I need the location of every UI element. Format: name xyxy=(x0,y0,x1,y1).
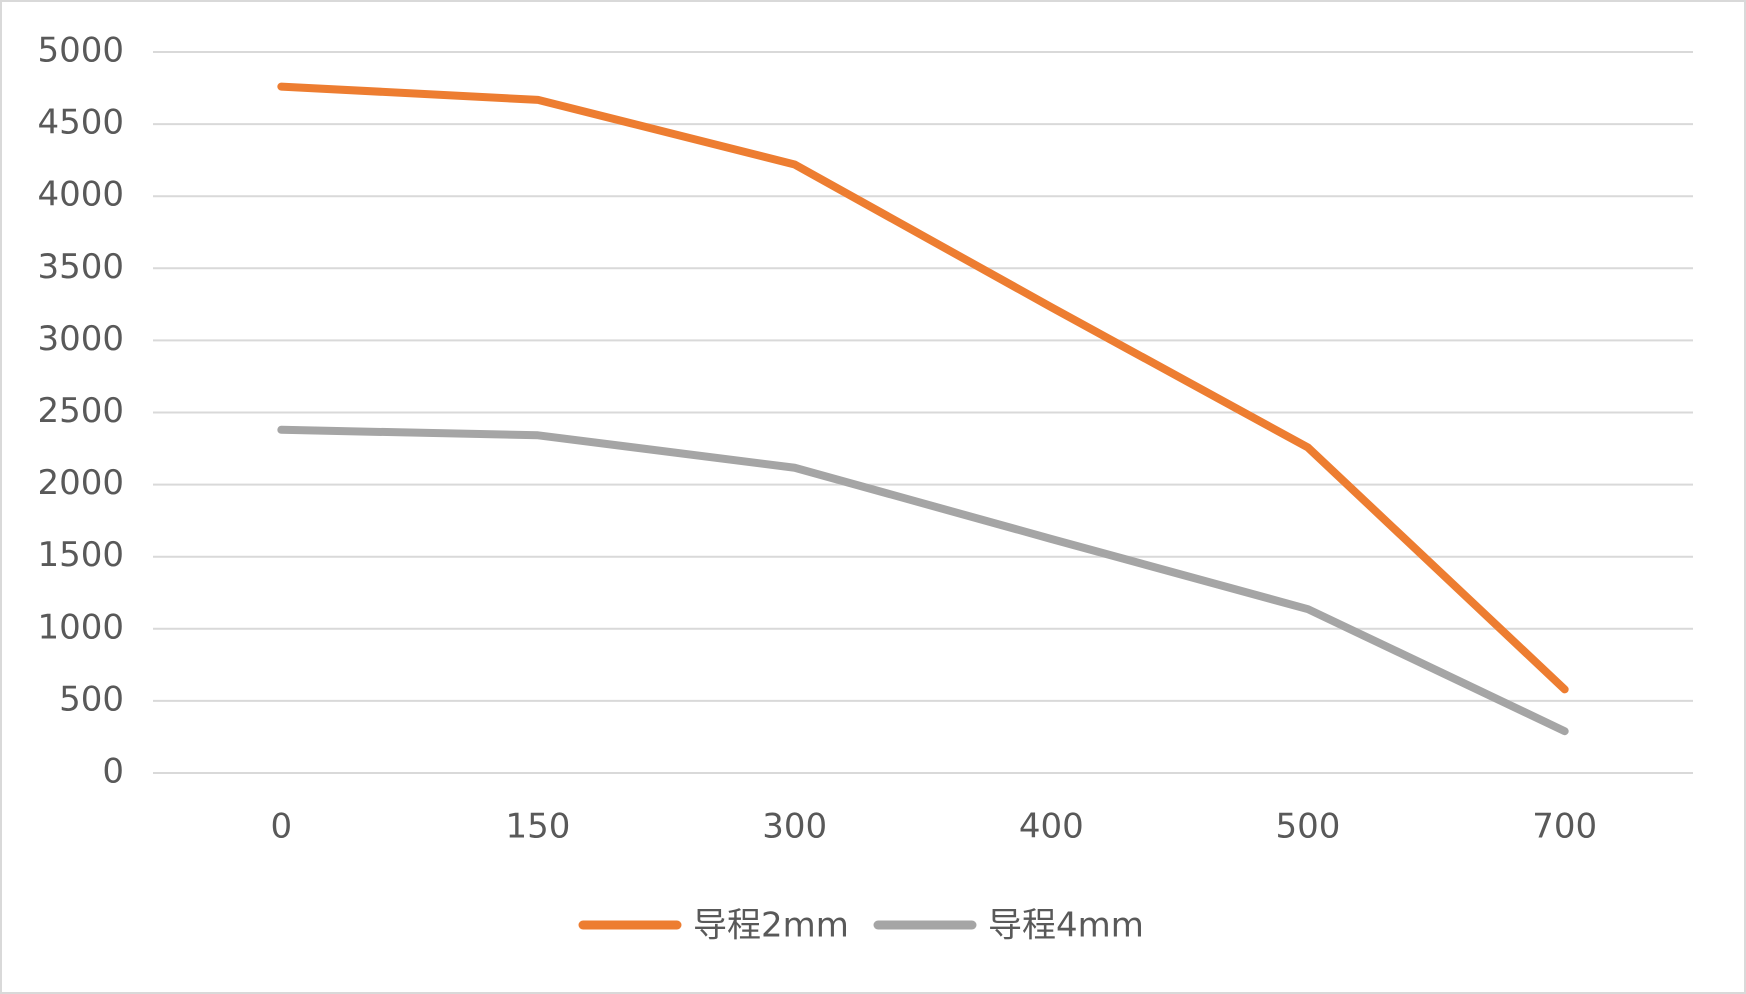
series-line xyxy=(277,82,1569,694)
y-tick-label: 4000 xyxy=(37,175,124,215)
x-tick-label: 0 xyxy=(271,807,293,847)
y-tick-label: 2000 xyxy=(37,463,124,503)
series-line xyxy=(277,425,1569,736)
legend-label: 导程2mm xyxy=(693,906,849,946)
y-tick-label: 0 xyxy=(102,752,124,792)
y-tick-label: 2500 xyxy=(37,391,124,431)
x-tick-label: 500 xyxy=(1276,807,1341,847)
legend-label: 导程4mm xyxy=(988,906,1144,946)
x-tick-label: 150 xyxy=(506,807,571,847)
y-tick-label: 1500 xyxy=(37,535,124,575)
y-tick-label: 3000 xyxy=(37,319,124,359)
x-tick-label: 300 xyxy=(762,807,827,847)
y-tick-label: 1000 xyxy=(37,607,124,647)
x-tick-label: 400 xyxy=(1019,807,1084,847)
y-tick-label: 4500 xyxy=(37,103,124,143)
x-tick-label: 700 xyxy=(1532,807,1597,847)
y-tick-label: 3500 xyxy=(37,247,124,287)
y-tick-label: 500 xyxy=(59,679,124,719)
y-tick-label: 5000 xyxy=(37,31,124,71)
